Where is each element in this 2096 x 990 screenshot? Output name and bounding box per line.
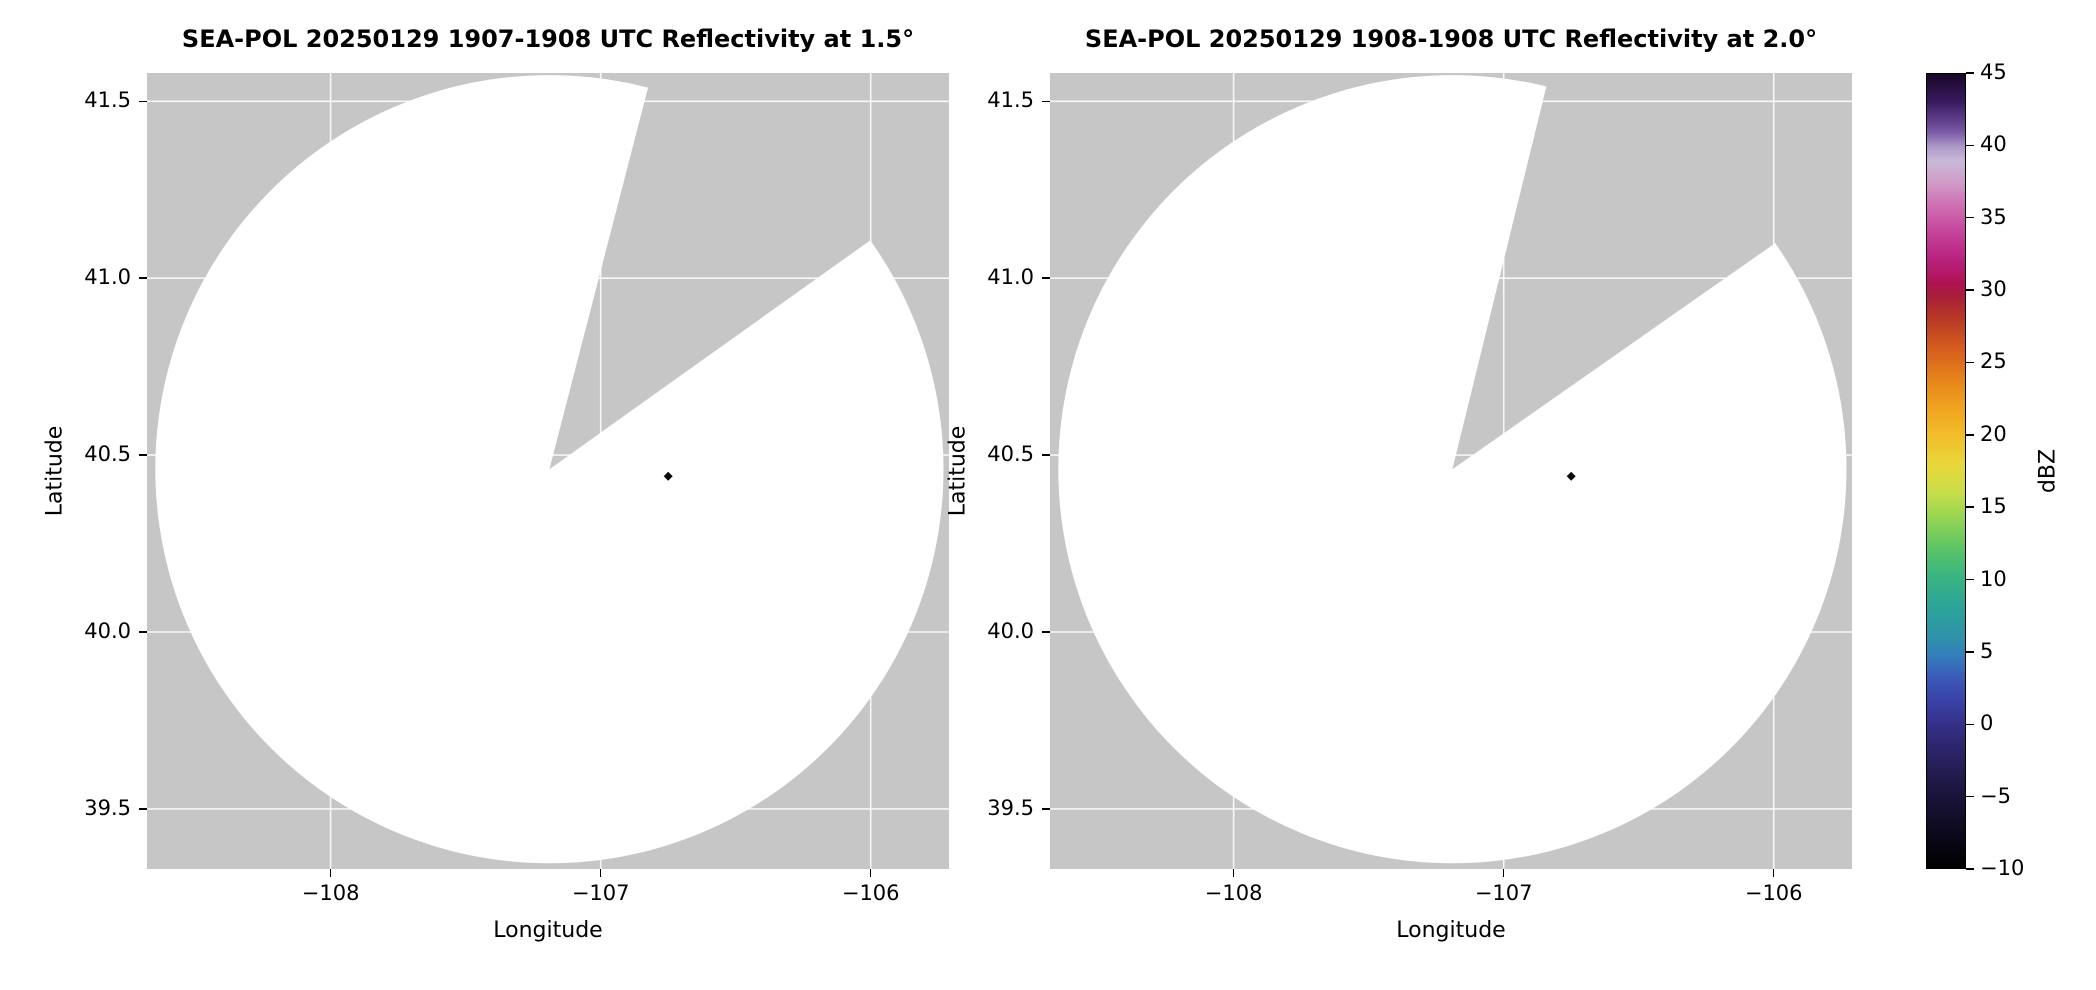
panel-right-title: SEA-POL 20250129 1908-1908 UTC Reflectiv… — [1084, 25, 1818, 53]
colorbar-tick-label: 10 — [1980, 566, 2007, 591]
reflectivity-panel-right: SEA-POL 20250129 1908-1908 UTC Reflectiv… — [946, 0, 1852, 990]
colorbar-tick-label: 45 — [1980, 60, 2007, 84]
y-tick-mark — [139, 100, 147, 103]
panel-left-title: SEA-POL 20250129 1907-1908 UTC Reflectiv… — [181, 25, 915, 53]
colorbar-tick-label: 30 — [1980, 277, 2007, 302]
colorbar-tick-mark — [1966, 289, 1974, 291]
y-tick-mark — [139, 631, 147, 633]
echo-marker — [663, 471, 673, 481]
colorbar-tick-mark — [1966, 506, 1974, 508]
colorbar-tick-mark — [1966, 144, 1974, 147]
colorbar-tick-mark — [1966, 651, 1974, 653]
radar-ppi-plot-left — [147, 73, 949, 869]
x-tick-mark — [329, 869, 332, 877]
y-tick-label: 40.0 — [987, 618, 1034, 643]
x-axis-label-right: Longitude — [1396, 918, 1506, 943]
colorbar-tick-mark — [1966, 216, 1974, 219]
missing-sector-wedge — [549, 73, 949, 470]
x-tick-mark — [869, 869, 872, 877]
colorbar-tick-mark — [1966, 578, 1974, 581]
x-tick-mark — [1772, 869, 1775, 877]
y-tick-mark — [1042, 277, 1050, 279]
missing-sector-wedge — [1452, 73, 1852, 470]
x-tick-label: −108 — [1204, 881, 1263, 905]
x-tick-label: −107 — [1474, 881, 1533, 905]
y-tick-mark — [1042, 454, 1050, 456]
colorbar-tick-mark — [1966, 434, 1974, 436]
y-tick-label: 41.0 — [987, 265, 1034, 290]
x-tick-label: −107 — [571, 881, 630, 905]
x-tick-label: −106 — [1744, 881, 1803, 905]
colorbar-tick-label: 35 — [1980, 204, 2007, 229]
x-tick-label: −108 — [301, 881, 360, 905]
y-tick-mark — [1042, 631, 1050, 633]
reflectivity-panel-left: SEA-POL 20250129 1907-1908 UTC Reflectiv… — [43, 0, 949, 990]
x-tick-mark — [1232, 869, 1235, 877]
colorbar-tick-mark — [1966, 361, 1974, 364]
colorbar-tick-label: 25 — [1980, 349, 2007, 374]
y-tick-label: 41.5 — [84, 88, 131, 113]
y-tick-label: 41.0 — [84, 265, 131, 290]
y-tick-mark — [139, 277, 147, 279]
y-tick-mark — [139, 454, 147, 456]
colorbar-tick-label: 20 — [1980, 421, 2007, 446]
y-tick-mark — [139, 808, 147, 810]
colorbar-tick-label: 0 — [1980, 711, 1994, 736]
colorbar-tick-label: 5 — [1980, 638, 1994, 663]
y-tick-mark — [1042, 100, 1050, 103]
y-axis-label-right: Latitude — [945, 425, 971, 517]
x-tick-mark — [599, 869, 602, 877]
colorbar: 45 40 35 30 25 20 15 10 5 0 −5 −10 dBZ — [1926, 60, 2061, 880]
colorbar-tick-mark — [1966, 795, 1974, 798]
colorbar-label: dBZ — [2035, 448, 2061, 494]
x-tick-label: −106 — [841, 881, 900, 905]
y-tick-label: 40.0 — [84, 618, 131, 643]
x-axis-label-left: Longitude — [493, 918, 603, 943]
y-tick-label: 39.5 — [987, 795, 1034, 820]
y-tick-label: 41.5 — [987, 88, 1034, 113]
colorbar-tick-label: −10 — [1980, 856, 2025, 880]
colorbar-gradient — [1926, 73, 1966, 869]
radar-ppi-plot-right — [1050, 73, 1852, 869]
colorbar-tick-label: −5 — [1980, 783, 2011, 808]
y-tick-mark — [1042, 808, 1050, 810]
y-tick-label: 39.5 — [84, 795, 131, 820]
colorbar-tick-label: 40 — [1980, 132, 2007, 157]
x-tick-mark — [1502, 869, 1505, 877]
colorbar-tick-mark — [1966, 723, 1974, 726]
colorbar-tick-mark — [1966, 72, 1974, 74]
y-axis-label-left: Latitude — [42, 425, 68, 517]
colorbar-tick-mark — [1966, 868, 1974, 870]
colorbar-tick-label: 15 — [1980, 494, 2007, 519]
echo-marker — [1566, 471, 1576, 481]
